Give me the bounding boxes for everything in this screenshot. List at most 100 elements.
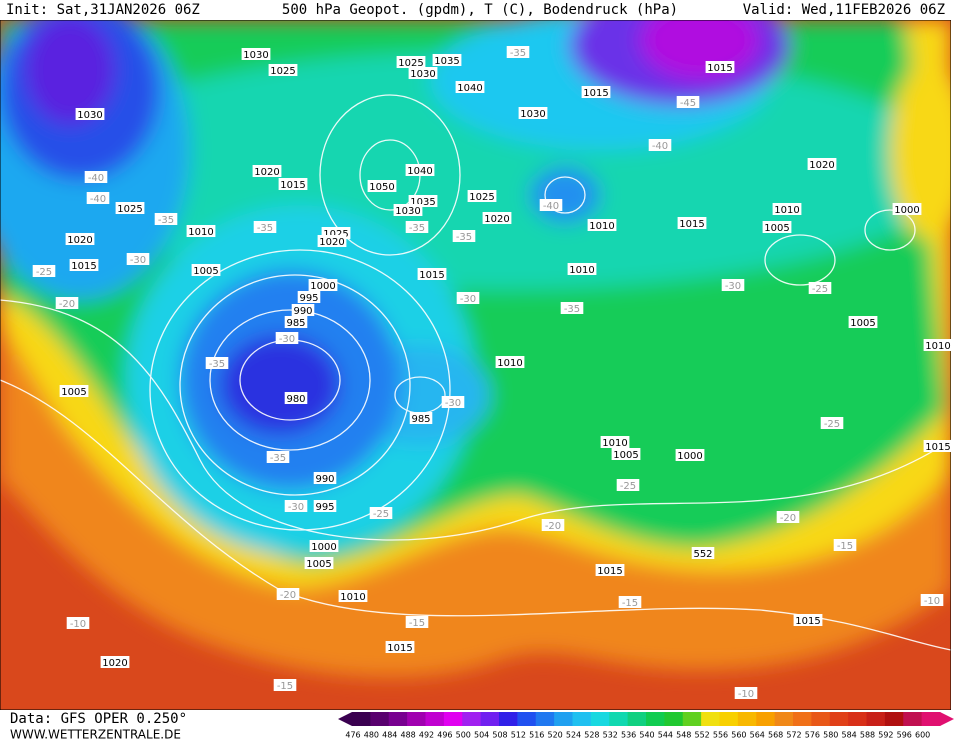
- pressure-label-box: [495, 356, 525, 368]
- pressure-label-box: [115, 202, 145, 214]
- temperature-label: -35: [209, 359, 225, 370]
- pressure-label-box: [252, 165, 282, 177]
- colorbar-label: 508: [492, 731, 507, 740]
- pressure-label-box: [892, 203, 922, 215]
- colorbar-swatch: [646, 712, 665, 726]
- pressure-label: 1010: [569, 265, 594, 276]
- pressure-label-box: [409, 412, 433, 424]
- temperature-label-box: [560, 302, 584, 314]
- colorbar-swatch: [352, 712, 371, 726]
- colorbar-label: 500: [456, 731, 471, 740]
- colorbar-label: 552: [694, 731, 709, 740]
- pressure-label-box: [338, 590, 368, 602]
- pressure-label: 1010: [925, 341, 950, 352]
- pressure-label-box: [308, 279, 338, 291]
- colorbar-swatch: [829, 712, 849, 726]
- pressure-label-box: [69, 259, 99, 271]
- colorbar-arrow-left: [338, 712, 352, 726]
- pressure-label-box: [313, 472, 337, 484]
- pressure-label: 1000: [677, 451, 702, 462]
- colorbar-swatch: [774, 712, 794, 726]
- temperature-label: -40: [88, 173, 104, 184]
- colorbar-swatch: [480, 712, 500, 726]
- pressure-label: 1015: [707, 63, 732, 74]
- temperature-label-box: [820, 417, 844, 429]
- temperature-label-box: [618, 596, 642, 608]
- colorbar-swatch: [370, 712, 390, 726]
- pressure-label-box: [278, 178, 308, 190]
- pressure-label: 1020: [319, 237, 344, 248]
- temperature-label: -45: [680, 98, 696, 109]
- temperature-label-box: [126, 253, 150, 265]
- isobars: [0, 94, 951, 651]
- pressure-label: 1035: [434, 56, 459, 67]
- temperature-label-box: [616, 479, 640, 491]
- colorbar-swatch: [535, 712, 555, 726]
- pressure-label: 1000: [894, 205, 919, 216]
- temperature-label-box: [276, 588, 300, 600]
- pressure-label: 1010: [602, 438, 627, 449]
- pressure-label-box: [518, 107, 548, 119]
- pressure-label-box: [793, 614, 823, 626]
- colorbar-label: 492: [419, 731, 434, 740]
- temperature-label: -35: [270, 453, 286, 464]
- temperature-label: -35: [510, 48, 526, 59]
- temperature-label-box: [253, 221, 277, 233]
- pressure-label: 1030: [520, 109, 545, 120]
- pressure-label: 1025: [398, 58, 423, 69]
- pressure-label: 1000: [310, 281, 335, 292]
- pressure-label: 990: [315, 474, 334, 485]
- pressure-label-box: [677, 217, 707, 229]
- pressure-label: 1040: [407, 166, 432, 177]
- pressure-label: 1015: [597, 566, 622, 577]
- colorbar-label: 556: [713, 731, 728, 740]
- colorbar-label: 580: [823, 731, 838, 740]
- pressure-label-box: [455, 81, 485, 93]
- pressure-label-box: [309, 540, 339, 552]
- pressure-label: 985: [411, 414, 430, 425]
- pressure-label: 1010: [188, 227, 213, 238]
- pressure-label: 1030: [395, 206, 420, 217]
- temperature-label: -30: [279, 334, 295, 345]
- temperature-label: -20: [280, 590, 296, 601]
- colorbar-swatch: [811, 712, 831, 726]
- colorbar-label: 564: [750, 731, 765, 740]
- pressure-label: 1025: [117, 204, 142, 215]
- pressure-label-box: [807, 158, 837, 170]
- colorbar-label: 484: [382, 731, 397, 740]
- pressure-label: 1020: [484, 214, 509, 225]
- temperature-label: -10: [70, 619, 86, 630]
- temperature-label: -25: [812, 284, 828, 295]
- temperature-label-box: [66, 617, 90, 629]
- pressure-label: 1010: [774, 205, 799, 216]
- colorbar-swatch: [499, 712, 518, 726]
- temperature-label-box: [920, 594, 944, 606]
- colorbar-label: 540: [639, 731, 654, 740]
- temperature-label-box: [55, 297, 79, 309]
- colorbar-swatch: [462, 712, 482, 726]
- pressure-label: 1020: [102, 658, 127, 669]
- colorbar-label: 584: [841, 731, 856, 740]
- pressure-label: 1010: [497, 358, 522, 369]
- colorbar-swatch: [866, 712, 886, 726]
- colorbar-swatch: [664, 712, 684, 726]
- colorbar-label: 516: [529, 731, 544, 740]
- temperature-label-box: [539, 199, 563, 211]
- pressure-label: 1005: [850, 318, 875, 329]
- colorbar-label: 568: [768, 731, 783, 740]
- pressure-label: 1010: [589, 221, 614, 232]
- pressure-label: 990: [293, 306, 312, 317]
- pressure-label-box: [581, 86, 611, 98]
- colorbar-label: 520: [547, 731, 562, 740]
- pressure-label: 1040: [457, 83, 482, 94]
- temperature-label: -25: [373, 509, 389, 520]
- temperature-label-box: [506, 46, 530, 58]
- colorbar-label: 524: [566, 731, 581, 740]
- pressure-label-box: [59, 385, 89, 397]
- pressure-label: 1010: [340, 592, 365, 603]
- temperature-label-box: [32, 265, 56, 277]
- pressure-label-box: [75, 108, 105, 120]
- pressure-label: 1015: [71, 261, 96, 272]
- temperature-label-box: [452, 230, 476, 242]
